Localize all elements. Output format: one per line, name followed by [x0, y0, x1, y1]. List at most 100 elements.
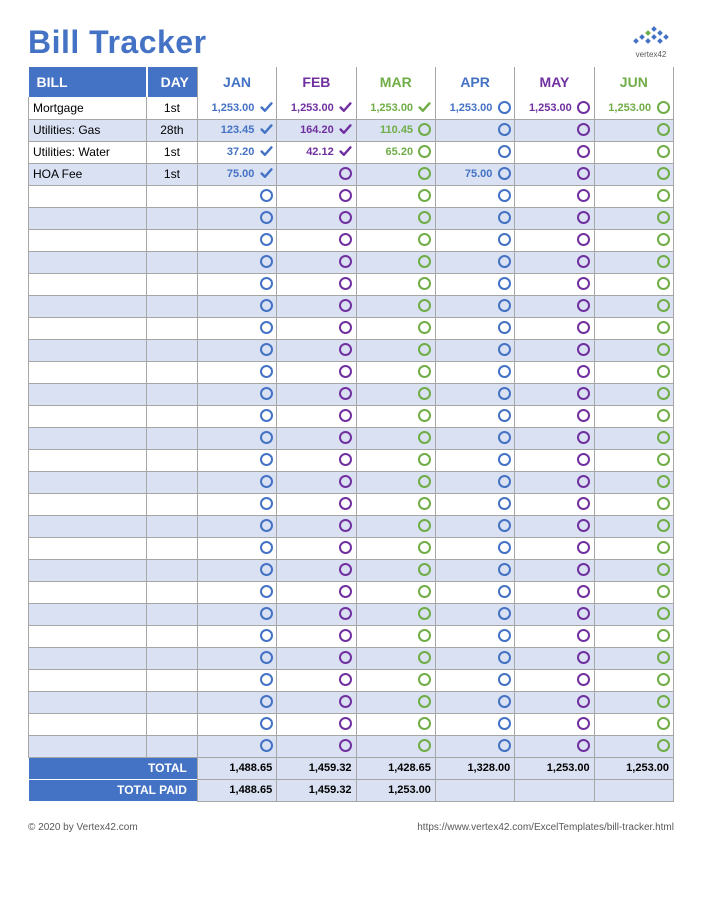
- amount-cell[interactable]: [435, 537, 494, 559]
- amount-cell[interactable]: 123.45: [197, 119, 256, 141]
- amount-cell[interactable]: [356, 295, 415, 317]
- status-cell[interactable]: [336, 141, 356, 163]
- amount-cell[interactable]: [356, 339, 415, 361]
- amount-cell[interactable]: [515, 647, 574, 669]
- amount-cell[interactable]: [515, 185, 574, 207]
- status-cell[interactable]: [494, 537, 514, 559]
- amount-cell[interactable]: [356, 383, 415, 405]
- status-cell[interactable]: [415, 185, 435, 207]
- day-cell[interactable]: [147, 581, 198, 603]
- day-cell[interactable]: [147, 735, 198, 757]
- amount-cell[interactable]: [594, 537, 653, 559]
- amount-cell[interactable]: 1,253.00: [594, 97, 653, 119]
- status-cell[interactable]: [336, 361, 356, 383]
- status-cell[interactable]: [415, 229, 435, 251]
- amount-cell[interactable]: [197, 295, 256, 317]
- amount-cell[interactable]: [435, 229, 494, 251]
- amount-cell[interactable]: [435, 295, 494, 317]
- status-cell[interactable]: [653, 603, 673, 625]
- amount-cell[interactable]: [435, 119, 494, 141]
- status-cell[interactable]: [574, 295, 594, 317]
- status-cell[interactable]: [336, 163, 356, 185]
- status-cell[interactable]: [574, 97, 594, 119]
- amount-cell[interactable]: [515, 449, 574, 471]
- status-cell[interactable]: [256, 537, 276, 559]
- status-cell[interactable]: [336, 691, 356, 713]
- status-cell[interactable]: [574, 207, 594, 229]
- status-cell[interactable]: [256, 449, 276, 471]
- status-cell[interactable]: [653, 339, 673, 361]
- amount-cell[interactable]: [197, 559, 256, 581]
- status-cell[interactable]: [494, 471, 514, 493]
- amount-cell[interactable]: [515, 691, 574, 713]
- amount-cell[interactable]: 1,253.00: [515, 97, 574, 119]
- amount-cell[interactable]: 164.20: [277, 119, 336, 141]
- status-cell[interactable]: [336, 207, 356, 229]
- status-cell[interactable]: [415, 97, 435, 119]
- amount-cell[interactable]: [197, 669, 256, 691]
- amount-cell[interactable]: [356, 449, 415, 471]
- status-cell[interactable]: [653, 493, 673, 515]
- amount-cell[interactable]: [435, 713, 494, 735]
- amount-cell[interactable]: [515, 581, 574, 603]
- status-cell[interactable]: [336, 427, 356, 449]
- status-cell[interactable]: [415, 669, 435, 691]
- day-cell[interactable]: [147, 515, 198, 537]
- status-cell[interactable]: [336, 405, 356, 427]
- status-cell[interactable]: [256, 185, 276, 207]
- status-cell[interactable]: [574, 537, 594, 559]
- amount-cell[interactable]: [197, 647, 256, 669]
- status-cell[interactable]: [256, 119, 276, 141]
- amount-cell[interactable]: [594, 295, 653, 317]
- status-cell[interactable]: [415, 119, 435, 141]
- status-cell[interactable]: [415, 163, 435, 185]
- status-cell[interactable]: [336, 625, 356, 647]
- status-cell[interactable]: [653, 163, 673, 185]
- amount-cell[interactable]: [277, 713, 336, 735]
- amount-cell[interactable]: [277, 559, 336, 581]
- amount-cell[interactable]: [594, 251, 653, 273]
- status-cell[interactable]: [336, 229, 356, 251]
- amount-cell[interactable]: [356, 493, 415, 515]
- status-cell[interactable]: [653, 427, 673, 449]
- bill-name-cell[interactable]: [29, 669, 147, 691]
- amount-cell[interactable]: 1,253.00: [435, 97, 494, 119]
- status-cell[interactable]: [256, 361, 276, 383]
- amount-cell[interactable]: [356, 515, 415, 537]
- amount-cell[interactable]: [356, 471, 415, 493]
- amount-cell[interactable]: [356, 427, 415, 449]
- status-cell[interactable]: [574, 559, 594, 581]
- status-cell[interactable]: [336, 713, 356, 735]
- amount-cell[interactable]: [594, 449, 653, 471]
- status-cell[interactable]: [415, 537, 435, 559]
- amount-cell[interactable]: [594, 185, 653, 207]
- amount-cell[interactable]: [594, 713, 653, 735]
- status-cell[interactable]: [415, 405, 435, 427]
- amount-cell[interactable]: 37.20: [197, 141, 256, 163]
- status-cell[interactable]: [415, 361, 435, 383]
- amount-cell[interactable]: [197, 273, 256, 295]
- bill-name-cell[interactable]: Utilities: Gas: [29, 119, 147, 141]
- amount-cell[interactable]: [515, 669, 574, 691]
- status-cell[interactable]: [494, 295, 514, 317]
- amount-cell[interactable]: [356, 405, 415, 427]
- amount-cell[interactable]: [435, 581, 494, 603]
- amount-cell[interactable]: [594, 339, 653, 361]
- day-cell[interactable]: [147, 339, 198, 361]
- amount-cell[interactable]: [277, 361, 336, 383]
- status-cell[interactable]: [574, 471, 594, 493]
- amount-cell[interactable]: [435, 559, 494, 581]
- amount-cell[interactable]: [197, 229, 256, 251]
- status-cell[interactable]: [256, 625, 276, 647]
- bill-name-cell[interactable]: Utilities: Water: [29, 141, 147, 163]
- amount-cell[interactable]: [435, 339, 494, 361]
- amount-cell[interactable]: [594, 405, 653, 427]
- day-cell[interactable]: [147, 471, 198, 493]
- amount-cell[interactable]: [515, 273, 574, 295]
- status-cell[interactable]: [653, 273, 673, 295]
- status-cell[interactable]: [494, 405, 514, 427]
- amount-cell[interactable]: [277, 339, 336, 361]
- status-cell[interactable]: [415, 449, 435, 471]
- status-cell[interactable]: [653, 471, 673, 493]
- day-cell[interactable]: [147, 669, 198, 691]
